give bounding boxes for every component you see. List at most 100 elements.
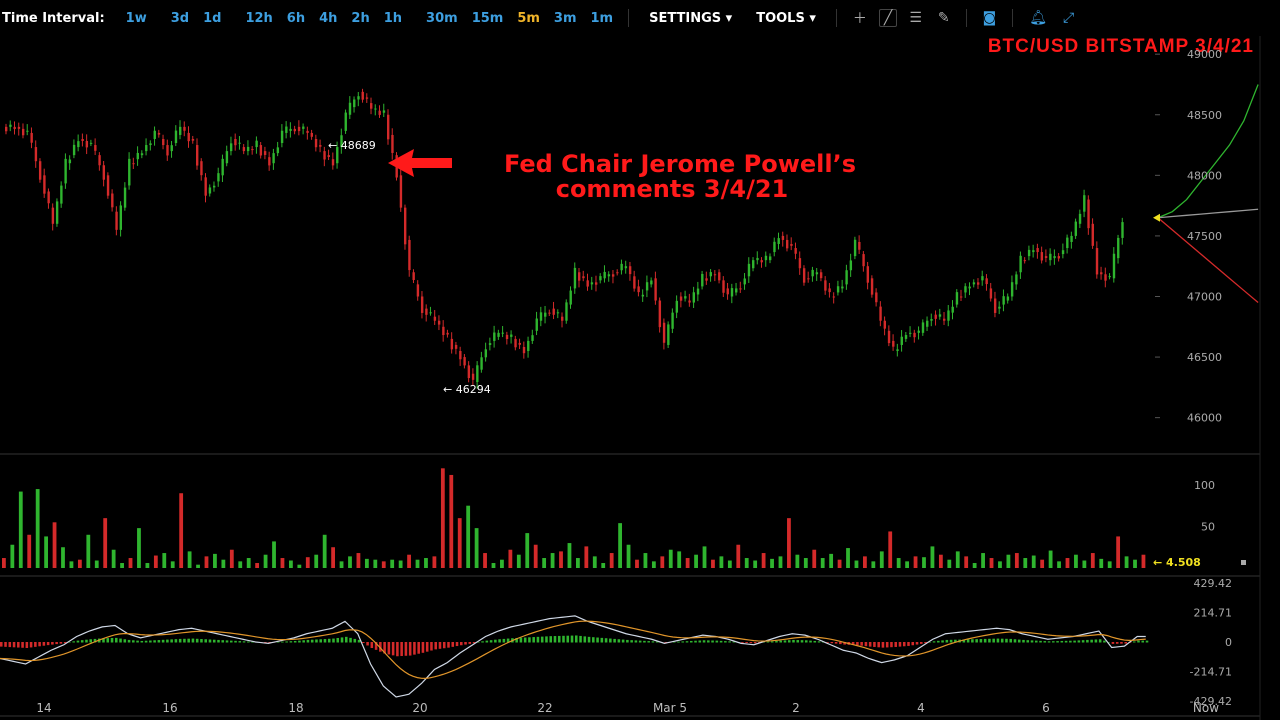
pen-icon[interactable]: ✎	[937, 10, 950, 26]
interval-6h[interactable]: 6h	[286, 10, 306, 26]
candle-body	[569, 290, 572, 305]
volume-bar	[196, 564, 200, 568]
macd-histogram-bar	[1107, 642, 1110, 643]
macd-histogram-bar	[25, 642, 29, 648]
interval-3d[interactable]: 3d	[170, 10, 190, 26]
macd-histogram-bar	[813, 640, 817, 643]
volume-bar	[466, 505, 471, 568]
macd-histogram-bar	[72, 641, 75, 643]
interval-5m[interactable]: 5m	[517, 10, 540, 26]
candle-body	[276, 147, 280, 154]
candle-body	[976, 282, 980, 285]
candle-body	[1049, 253, 1052, 261]
macd-histogram-bar	[327, 638, 331, 643]
interval-30m[interactable]: 30m	[426, 10, 458, 26]
macd-histogram-bar	[617, 639, 621, 643]
volume-bar	[626, 544, 631, 568]
candle-body	[743, 278, 746, 285]
volume-bar	[128, 558, 133, 568]
volume-bar	[744, 558, 749, 568]
volume-bar	[677, 551, 682, 568]
macd-histogram-bar	[1000, 638, 1004, 643]
volume-bar	[922, 557, 926, 568]
macd-histogram-bar	[293, 640, 297, 643]
macd-tick-label: -429.42	[1190, 695, 1232, 708]
macd-histogram-bar	[1111, 642, 1115, 644]
macd-histogram-bar	[489, 640, 493, 643]
tools-menu[interactable]: TOOLS ▾	[744, 11, 828, 26]
camera-icon[interactable]: ◙	[982, 10, 997, 26]
crosshair-icon[interactable]: ＋	[852, 11, 867, 27]
time-tick-label: 2	[792, 701, 800, 715]
volume-bar	[103, 518, 108, 568]
candle-body	[960, 296, 963, 298]
candle-body	[221, 158, 224, 176]
macd-histogram-bar	[323, 639, 327, 643]
volume-bar	[542, 558, 547, 568]
macd-histogram-bar	[1060, 640, 1064, 643]
interval-1w[interactable]: 1w	[125, 10, 147, 26]
candle-body	[934, 314, 937, 319]
signal-line	[0, 620, 1146, 679]
price-chart[interactable]: 49000 48500 48000 47500 47000 46500 46000 100 50…	[0, 36, 1280, 720]
macd-histogram-bar	[362, 642, 365, 643]
candle-body	[573, 267, 577, 289]
line-draw-icon[interactable]: ╱	[878, 9, 898, 27]
macd-histogram-bar	[1039, 640, 1042, 643]
volume-bar	[964, 556, 969, 568]
candle-body	[433, 316, 437, 321]
interval-1h[interactable]: 1h	[383, 10, 403, 26]
macd-histogram-bar	[941, 640, 944, 643]
candle-body	[811, 269, 814, 277]
price-tick-label: 46500	[1187, 351, 1222, 364]
price-tick-label: 48500	[1187, 109, 1222, 122]
macd-histogram-bar	[685, 641, 689, 643]
candle-body	[302, 126, 305, 129]
macd-histogram-bar	[366, 642, 369, 646]
macd-histogram-bar	[230, 640, 233, 643]
macd-histogram-bar	[996, 638, 1000, 643]
macd-histogram-bar	[485, 640, 489, 643]
macd-histogram-bar	[85, 639, 88, 643]
macd-histogram-bar	[1077, 640, 1081, 643]
volume-tick-label: 50	[1201, 520, 1215, 533]
macd-histogram-bar	[1035, 640, 1038, 643]
macd-histogram-bar	[792, 639, 795, 643]
candle-body	[1070, 235, 1073, 242]
macd-histogram-bar	[856, 642, 859, 646]
candlestick-series	[5, 88, 1124, 389]
volume-bar	[829, 553, 834, 568]
macd-histogram-bar	[1145, 640, 1149, 643]
candle-body	[968, 286, 971, 289]
macd-histogram-bar	[975, 639, 978, 643]
candle-body	[510, 334, 513, 337]
candle-body	[310, 132, 313, 137]
interval-15m[interactable]: 15m	[471, 10, 504, 26]
interval-1d[interactable]: 1d	[203, 10, 222, 26]
candle-body	[208, 187, 212, 194]
projection-line-middle	[1157, 208, 1259, 219]
macd-histogram-bar	[1137, 640, 1140, 643]
candle-body	[544, 312, 547, 317]
bell-icon[interactable]: 🔔︎	[1029, 10, 1047, 26]
axes: 49000 48500 48000 47500 47000 46500 46000 100 50…	[36, 48, 1246, 715]
macd-histogram-bar	[690, 640, 693, 643]
interval-2h[interactable]: 2h	[351, 10, 370, 26]
interval-4h[interactable]: 4h	[319, 10, 338, 26]
volume-bar	[322, 534, 327, 568]
candle-body	[98, 155, 101, 166]
volume-bar	[719, 556, 724, 568]
fibonacci-icon[interactable]: ☰	[909, 10, 922, 26]
settings-menu[interactable]: SETTINGS ▾	[637, 11, 744, 26]
interval-1m[interactable]: 1m	[590, 10, 614, 26]
macd-histogram-bar	[12, 642, 16, 648]
macd-histogram-bar	[1086, 639, 1089, 643]
fullscreen-icon[interactable]: ⤢	[1063, 10, 1075, 26]
macd-histogram-bar	[728, 641, 731, 643]
volume-bar	[508, 549, 513, 568]
macd-histogram-bar	[29, 642, 33, 648]
volume-bar	[938, 554, 943, 568]
interval-3m[interactable]: 3m	[553, 10, 577, 26]
interval-12h[interactable]: 12h	[245, 10, 273, 26]
volume-bar	[1133, 559, 1137, 568]
